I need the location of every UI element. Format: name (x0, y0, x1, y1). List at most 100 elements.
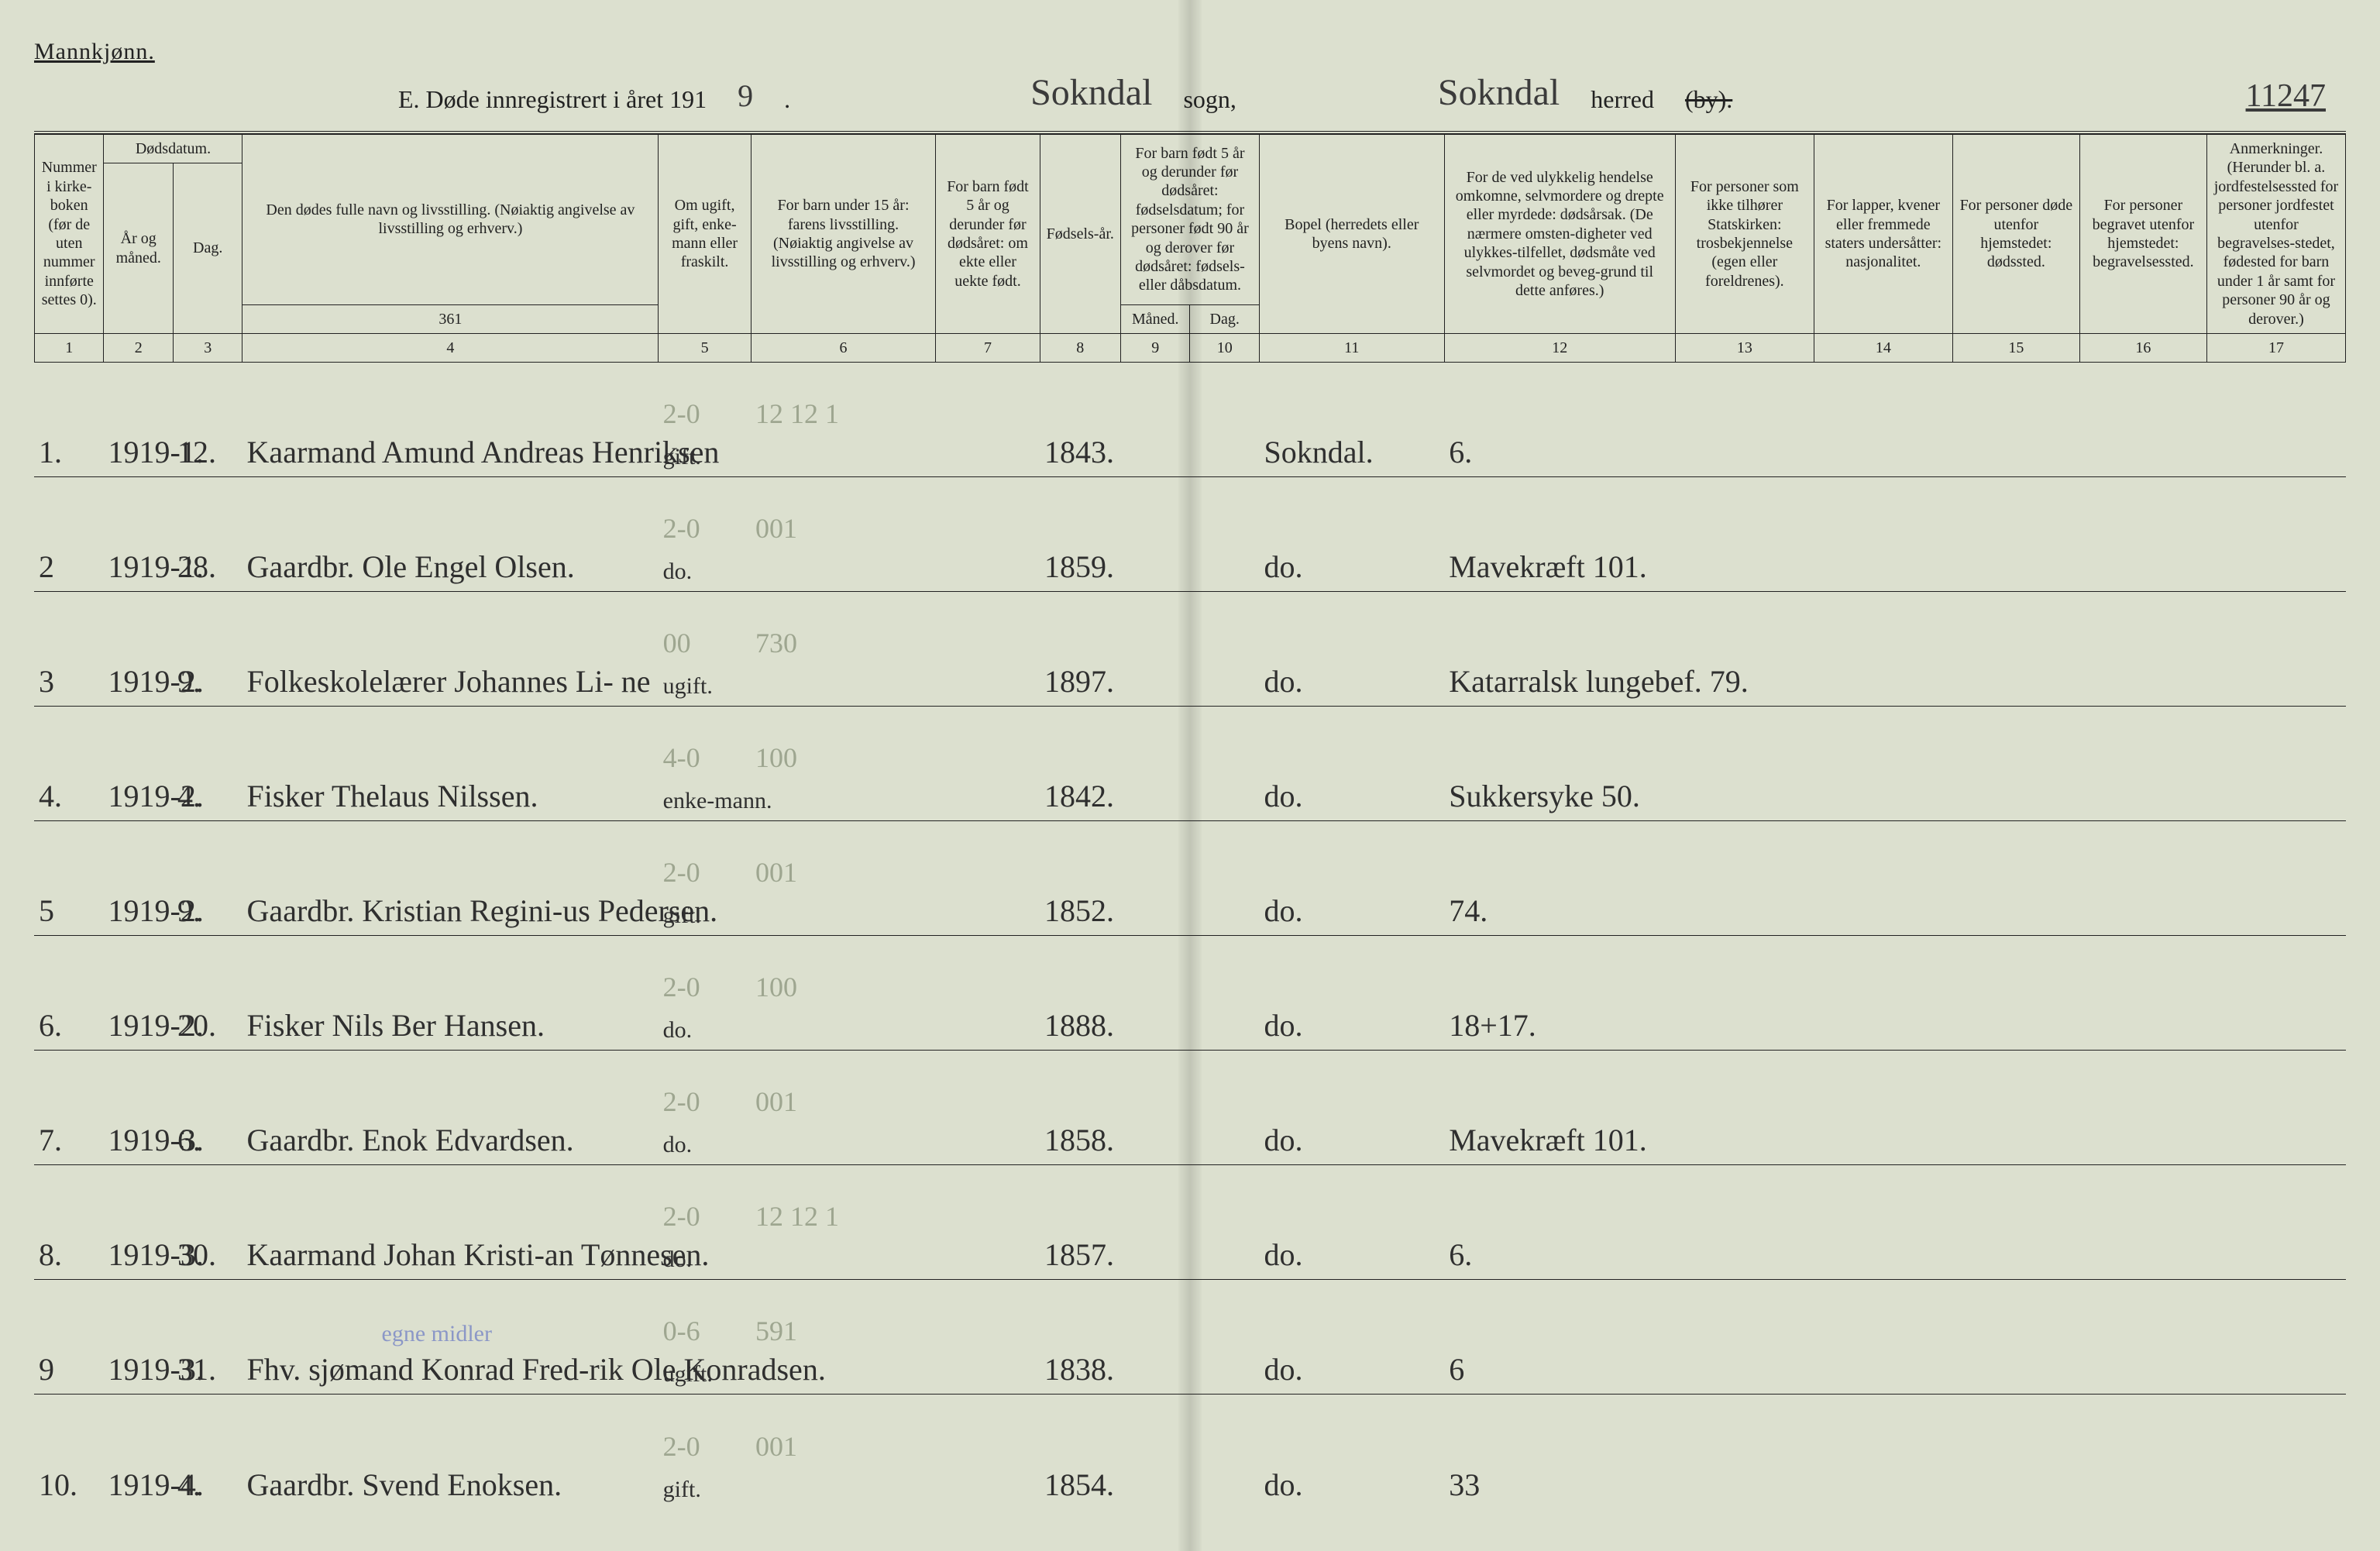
hdr-col1: Nummer i kirke-boken (før de uten nummer… (35, 135, 104, 334)
cell: 1838. (1044, 1351, 1114, 1388)
sogn-handwritten: Sokndal (1030, 71, 1152, 114)
header-table: Nummer i kirke-boken (før de uten nummer… (34, 134, 2346, 363)
column-number: 1 (35, 333, 104, 362)
cell: 2-0 (663, 512, 700, 545)
cell: 30. (177, 1236, 216, 1273)
herred-handwritten: Sokndal (1438, 71, 1560, 114)
cell: 4. (39, 778, 62, 814)
header-block: Nummer i kirke-boken (før de uten nummer… (34, 131, 2346, 363)
column-number: 4 (242, 333, 659, 362)
cell: do. (1264, 1351, 1303, 1388)
cell: 1843. (1044, 434, 1114, 470)
hdr-col9a: Måned. (1120, 304, 1189, 333)
sogn-label: sogn, (1183, 85, 1236, 114)
cell: Sokndal. (1264, 434, 1374, 470)
hdr-col9-top: For barn født 5 år og derunder før dødså… (1120, 135, 1259, 305)
hdr-col17: Anmerkninger. (Herunder bl. a. jordfeste… (2206, 135, 2345, 334)
gender-label: Mannkjønn. (34, 39, 2346, 65)
cell: 5 (39, 892, 54, 929)
column-number: 15 (1952, 333, 2079, 362)
cell: Gaardbr. Kristian Regini-us Pedersen. (247, 892, 718, 929)
hdr-dodsdatum: Dødsdatum. (104, 135, 242, 163)
table-row: 7.1919-3.6.Gaardbr. Enok Edvardsen.do.2-… (34, 1051, 2346, 1165)
hdr-col14: For lapper, kvener eller fremmede stater… (1814, 135, 1952, 334)
cell: do. (1264, 663, 1303, 700)
cell: 18+17. (1449, 1007, 1536, 1044)
cell: 2-0 (663, 856, 700, 889)
cell: Gaardbr. Enok Edvardsen. (247, 1122, 574, 1158)
cell: 1858. (1044, 1122, 1114, 1158)
hdr-col2a: År og måned. (104, 163, 173, 334)
hdr-col5: Om ugift, gift, enke-mann eller fraskilt… (659, 135, 751, 334)
cell: do. (1264, 1467, 1303, 1503)
cell: do. (1264, 892, 1303, 929)
cell: 4. (177, 1467, 201, 1503)
cell: 9 (39, 1351, 54, 1388)
hdr-col12: For de ved ulykkelig hendelse omkomne, s… (1444, 135, 1675, 334)
cell: 6. (39, 1007, 62, 1044)
cell: 001 (755, 1085, 797, 1118)
cell: do. (663, 559, 693, 585)
cell: Gaardbr. Svend Enoksen. (247, 1467, 562, 1503)
table-row: 6.1919-2.20.Fisker Nils Ber Hansen.do.2-… (34, 936, 2346, 1051)
cell: gift. (663, 1477, 701, 1503)
cell: Kaarmand Johan Kristi-an Tønnesen. (247, 1236, 710, 1273)
cell: gift. (663, 903, 701, 929)
column-number: 8 (1040, 333, 1120, 362)
data-rows: 1.1919-1.12.Kaarmand Amund Andreas Henri… (34, 363, 2346, 1509)
table-row: 31919-2.9.Folkeskolelærer Johannes Li- n… (34, 592, 2346, 707)
cell: 100 (755, 741, 797, 774)
cell: Folkeskolelærer Johannes Li- ne (247, 663, 651, 700)
cell: 1852. (1044, 892, 1114, 929)
table-row: 91919-3.31.Fhv. sjømand Konrad Fred-rik … (34, 1280, 2346, 1395)
column-number: 9 (1120, 333, 1189, 362)
column-number: 11 (1259, 333, 1444, 362)
cell: 1897. (1044, 663, 1114, 700)
cell: Kaarmand Amund Andreas Henriksen (247, 434, 720, 470)
cell: 591 (755, 1315, 797, 1347)
cell: 2-0 (663, 971, 700, 1003)
herred-struck: (by). (1685, 85, 1732, 114)
cell: 2-0 (663, 1430, 700, 1463)
hdr-col11: Bopel (herredets eller byens navn). (1259, 135, 1444, 334)
cell: 0-6 (663, 1315, 700, 1347)
ledger-page: Mannkjønn. E. Døde innregistrert i året … (0, 0, 2380, 1551)
cell: 00 (663, 627, 691, 659)
table-row: 21919-1.28.Gaardbr. Ole Engel Olsen.do.2… (34, 477, 2346, 592)
table-row: 4.1919-2.4.Fisker Thelaus Nilssen.enke-m… (34, 707, 2346, 821)
cell: gift. (663, 444, 701, 470)
cell: Fisker Thelaus Nilssen. (247, 778, 538, 814)
cell: 001 (755, 1430, 797, 1463)
cell: 4. (177, 778, 201, 814)
cell: 2-0 (663, 1085, 700, 1118)
cell: 1842. (1044, 778, 1114, 814)
cell: 9. (177, 663, 201, 700)
herred-label: herred (1591, 85, 1654, 114)
cell: 1857. (1044, 1236, 1114, 1273)
cell: 2 (39, 549, 54, 585)
cell: 2-0 (663, 1200, 700, 1233)
column-number: 7 (936, 333, 1040, 362)
cell: do. (1264, 1236, 1303, 1273)
column-number: 17 (2206, 333, 2345, 362)
column-number: 10 (1190, 333, 1259, 362)
cell: Sukkersyke 50. (1449, 778, 1640, 814)
table-row: 8.1919-3.30.Kaarmand Johan Kristi-an Tøn… (34, 1165, 2346, 1280)
cell: do. (663, 1017, 693, 1044)
cell: do. (663, 1247, 693, 1273)
cell: Gaardbr. Ole Engel Olsen. (247, 549, 575, 585)
marginal-note: egne midler (382, 1321, 492, 1347)
hdr-col15: For personer døde utenfor hjemstedet: dø… (1952, 135, 2079, 334)
cell: do. (1264, 778, 1303, 814)
cell: 1854. (1044, 1467, 1114, 1503)
cell: 3 (39, 663, 54, 700)
cell: ugift. (663, 1361, 713, 1388)
cell: 31. (177, 1351, 216, 1388)
hdr-col6: For barn under 15 år: farens livsstillin… (751, 135, 936, 334)
cell: 1. (39, 434, 62, 470)
cell: do. (1264, 1007, 1303, 1044)
cell: 100 (755, 971, 797, 1003)
page-number-handwritten: 11247 (2246, 77, 2326, 115)
title-row: E. Døde innregistrert i året 191 9 . Sok… (34, 71, 2346, 114)
cell: 730 (755, 627, 797, 659)
